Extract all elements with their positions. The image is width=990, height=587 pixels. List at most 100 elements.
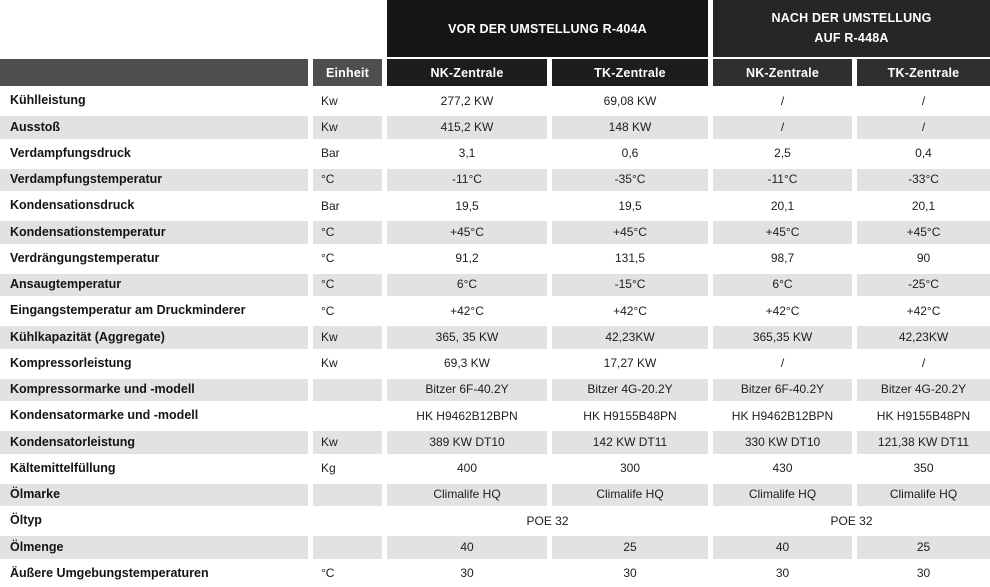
row-label: Äußere Umgebungstemperaturen	[10, 565, 209, 580]
row-value: 42,23KW	[857, 324, 990, 351]
row-value: 400	[456, 461, 478, 476]
row-label: Kühlkapazität (Aggregate)	[0, 324, 308, 351]
row-value: +45°C	[713, 219, 852, 246]
row-value: 131,5	[614, 251, 646, 266]
row-value: Bitzer 6F-40.2Y	[713, 376, 852, 403]
row-value: 365, 35 KW	[387, 324, 547, 351]
row-unit: Kw	[313, 114, 382, 141]
header-parameter-spacer	[0, 59, 308, 86]
header-unit: Einheit	[313, 59, 382, 86]
row-value: Climalife HQ	[387, 481, 547, 508]
row-value: +42°C	[906, 303, 941, 318]
header-group-vor: VOR DER UMSTELLUNG R-404A	[387, 0, 708, 57]
header-unit-label: Einheit	[325, 65, 370, 80]
header-subcol-nach-tk: TK-Zentrale	[857, 59, 990, 86]
row-value: 6°C	[387, 271, 547, 298]
row-label: Eingangstemperatur am Druckminderer	[10, 303, 246, 318]
row-value: HK H9155B48PN	[583, 408, 677, 423]
row-value: Climalife HQ	[713, 481, 852, 508]
row-label: Ölmenge	[0, 534, 308, 561]
row-label: Ölmarke	[0, 481, 308, 508]
row-value: 30	[623, 566, 637, 581]
row-label: Kompressormarke und -modell	[0, 376, 308, 403]
row-value-nach: POE 32	[830, 513, 873, 528]
row-unit	[313, 403, 382, 429]
row-label: Kompressorleistung	[10, 355, 132, 370]
row-value: 30	[460, 566, 474, 581]
row-label: Ansaugtemperatur	[0, 271, 308, 298]
header-subcol-nach-tk-label: TK-Zentrale	[887, 65, 960, 80]
row-value: 17,27 KW	[603, 356, 657, 371]
row-label: Kältemittelfüllung	[10, 460, 116, 475]
row-unit: Kw	[313, 429, 382, 456]
row-value: 19,5	[618, 198, 642, 213]
row-value: 3,1	[458, 146, 476, 161]
row-value: 300	[619, 461, 641, 476]
row-value: -11°C	[387, 166, 547, 193]
header-group-vor-label: VOR DER UMSTELLUNG R-404A	[448, 21, 647, 36]
row-value: HK H9462B12BPN	[731, 408, 834, 423]
row-value: 25	[857, 534, 990, 561]
row-unit: °C	[321, 251, 335, 266]
header-group-nach-label: NACH DER UMSTELLUNG AUF R-448A	[771, 9, 931, 48]
row-value: 121,38 KW DT11	[857, 429, 990, 456]
row-value: /	[857, 114, 990, 141]
header-subcol-vor-nk: NK-Zentrale	[387, 59, 547, 86]
row-label: Kondensatormarke und -modell	[10, 408, 199, 423]
row-value: 30	[916, 566, 931, 581]
row-value-vor: POE 32	[526, 513, 569, 528]
header-subcol-vor-tk-label: TK-Zentrale	[594, 65, 666, 80]
row-label: Verdrängungstemperatur	[10, 250, 160, 265]
row-value: 98,7	[770, 251, 795, 266]
row-value: Bitzer 4G-20.2Y	[857, 376, 990, 403]
row-label: Öltyp	[10, 513, 42, 528]
row-value: -11°C	[713, 166, 852, 193]
row-value: 6°C	[713, 271, 852, 298]
row-value: 277,2 KW	[440, 93, 494, 108]
row-unit	[313, 508, 382, 534]
row-unit: Kw	[321, 356, 338, 371]
row-label: Kondensationsdruck	[10, 198, 135, 213]
row-unit: Kw	[321, 93, 338, 108]
row-label: Verdampfungsdruck	[10, 145, 131, 160]
row-value: 20,1	[911, 198, 936, 213]
row-unit: °C	[313, 271, 382, 298]
row-value: 430	[772, 461, 793, 476]
row-value: +42°C	[613, 303, 647, 318]
row-value: -15°C	[552, 271, 708, 298]
row-value: +42°C	[765, 303, 800, 318]
row-value: HK H9155B48PN	[876, 408, 971, 423]
row-value: +45°C	[387, 219, 547, 246]
row-value: -25°C	[857, 271, 990, 298]
row-unit	[313, 534, 382, 561]
row-value: +42°C	[450, 303, 484, 318]
row-unit	[313, 376, 382, 403]
row-unit: Bar	[321, 198, 340, 213]
row-value: Climalife HQ	[552, 481, 708, 508]
row-value: +45°C	[857, 219, 990, 246]
row-value: 142 KW DT11	[552, 429, 708, 456]
row-unit: °C	[313, 219, 382, 246]
row-value: 148 KW	[552, 114, 708, 141]
row-value: Climalife HQ	[857, 481, 990, 508]
row-value: 350	[913, 461, 934, 476]
row-value: 30	[775, 566, 790, 581]
row-value: 90	[916, 251, 931, 266]
row-unit	[313, 481, 382, 508]
row-value: 40	[387, 534, 547, 561]
row-label: Verdampfungstemperatur	[0, 166, 308, 193]
row-value: 20,1	[770, 198, 795, 213]
row-unit: °C	[313, 166, 382, 193]
header-subcol-nach-nk-label: NK-Zentrale	[745, 65, 820, 80]
row-unit: °C	[321, 303, 335, 318]
row-value: +45°C	[552, 219, 708, 246]
row-value: 25	[552, 534, 708, 561]
header-subcol-vor-tk: TK-Zentrale	[552, 59, 708, 86]
row-value: 42,23KW	[552, 324, 708, 351]
row-value: /	[921, 93, 926, 108]
row-value: 69,08 KW	[603, 93, 657, 108]
row-value: 415,2 KW	[387, 114, 547, 141]
row-value: /	[921, 356, 926, 371]
row-value: /	[780, 93, 785, 108]
header-group-nach: NACH DER UMSTELLUNG AUF R-448A	[713, 0, 990, 57]
